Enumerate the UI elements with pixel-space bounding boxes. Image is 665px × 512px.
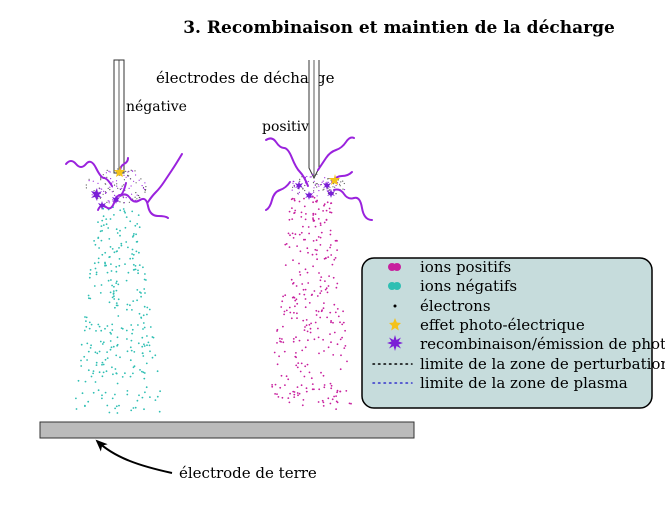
- positive-electrode-label: positive: [262, 119, 317, 135]
- legend-item-negative-ions: ions négatifs: [388, 277, 517, 295]
- negative-electrode: [113, 59, 125, 174]
- legend-item-photoelectric-effect: effet photo-électrique: [389, 316, 585, 334]
- recombination-star-icon: [305, 191, 313, 200]
- svg-text:limite de la zone de perturbat: limite de la zone de perturbation: [420, 355, 665, 373]
- recombination-star-icon: [112, 195, 120, 204]
- photoelectric-star-icon: [114, 166, 125, 177]
- legend-box: [361, 257, 653, 409]
- recombination-stars-negative: [91, 188, 120, 210]
- svg-text:ions négatifs: ions négatifs: [420, 277, 517, 295]
- positive-electrode: [308, 60, 320, 180]
- ground-electrode-arrow: [95, 439, 173, 474]
- positive-ion-icon: [388, 263, 401, 271]
- negative-electrode-label: négative: [126, 99, 187, 115]
- photon-waves-negative: [65, 153, 183, 219]
- negative-ion-icon: [388, 282, 401, 290]
- svg-text:recombinaison/émission de phot: recombinaison/émission de photon: [420, 335, 665, 353]
- legend-item-plasma-limit: limite de la zone de plasma: [372, 374, 628, 392]
- photon-waves-positive: [265, 136, 373, 221]
- photoelectric-stars-negative: [114, 166, 125, 177]
- legend: ions positifs ions négatifs électrons ef…: [361, 257, 665, 409]
- recombination-star-icon: [387, 335, 403, 351]
- ground-electrode-plate: [39, 421, 415, 439]
- recombination-stars-positive: [295, 181, 335, 200]
- photoelectric-star-icon: [329, 174, 340, 185]
- legend-item-positive-ions: ions positifs: [388, 258, 511, 276]
- svg-text:ions positifs: ions positifs: [420, 258, 511, 276]
- svg-text:électrons: électrons: [420, 297, 491, 315]
- legend-item-recombination: recombinaison/émission de photon: [387, 335, 665, 353]
- recombination-star-icon: [91, 188, 102, 201]
- svg-text:effet photo-électrique: effet photo-électrique: [420, 316, 585, 334]
- positive-ion-particle-cloud: [271, 195, 352, 410]
- recombination-star-icon: [327, 189, 335, 198]
- recombination-star-icon: [295, 181, 303, 190]
- recombination-star-icon: [323, 181, 331, 190]
- electron-icon: [393, 304, 397, 308]
- photoelectric-stars-positive: [329, 174, 340, 185]
- negative-ion-particle-cloud: [75, 206, 162, 414]
- legend-item-electrons: électrons: [393, 297, 491, 315]
- diagram-title: 3. Recombinaison et maintien de la décha…: [183, 18, 615, 38]
- photoelectric-star-icon: [389, 318, 401, 331]
- discharge-electrodes-label: électrodes de décharge: [156, 69, 335, 87]
- legend-item-perturbation-limit: limite de la zone de perturbation: [372, 355, 665, 373]
- ground-electrode-label: électrode de terre: [179, 464, 317, 482]
- svg-text:limite de la zone de plasma: limite de la zone de plasma: [420, 374, 628, 392]
- recombination-star-icon: [98, 201, 106, 210]
